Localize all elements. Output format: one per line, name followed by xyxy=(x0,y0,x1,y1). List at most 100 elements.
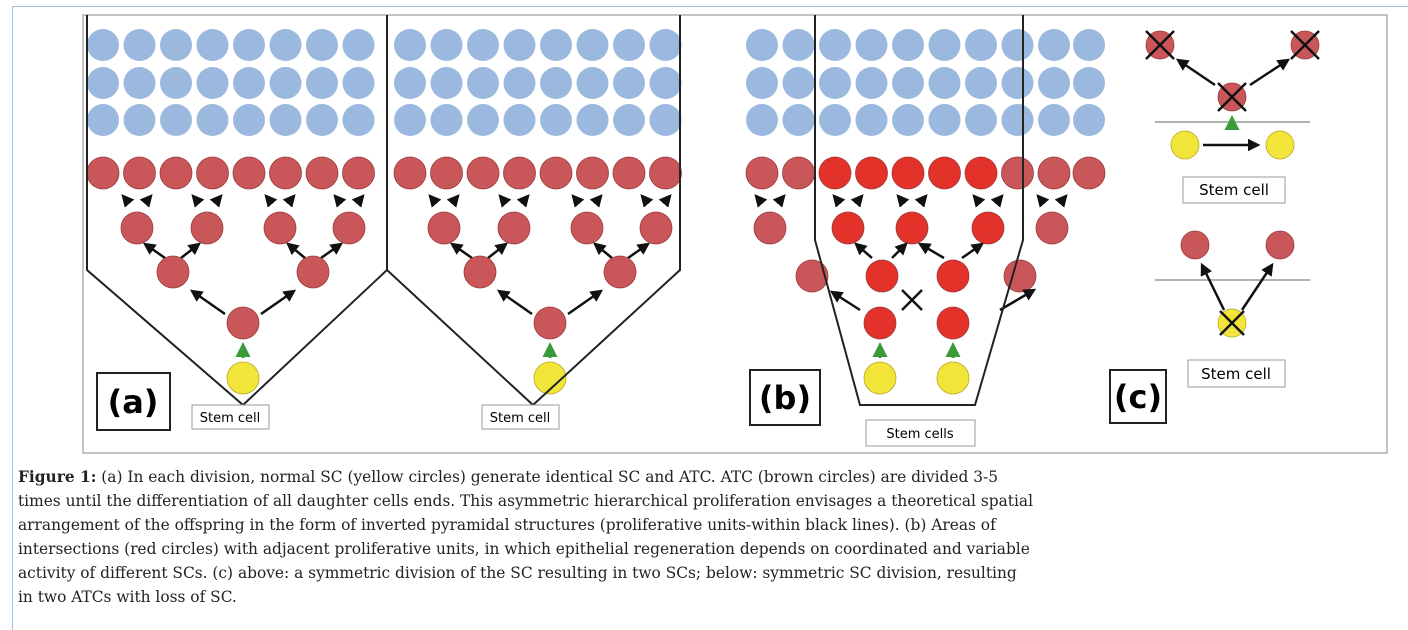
cell xyxy=(394,29,426,61)
cell xyxy=(1073,67,1105,99)
cell xyxy=(819,67,851,99)
cell xyxy=(467,29,499,61)
stem-label: Stem cell xyxy=(1201,365,1271,383)
cell xyxy=(796,260,828,292)
caption-line: activity of different SCs. (c) above: a … xyxy=(18,561,1033,585)
cell xyxy=(571,212,603,244)
cell xyxy=(394,104,426,136)
cell xyxy=(121,212,153,244)
cell xyxy=(783,67,815,99)
cell xyxy=(819,157,851,189)
cell xyxy=(783,29,815,61)
cell xyxy=(343,157,375,189)
cell xyxy=(937,260,969,292)
cell xyxy=(297,256,329,288)
cell xyxy=(937,307,969,339)
cell xyxy=(972,212,1004,244)
caption-text: arrangement of the offspring in the form… xyxy=(18,516,996,534)
cell xyxy=(856,29,888,61)
cell xyxy=(1002,157,1034,189)
caption-text: activity of different SCs. (c) above: a … xyxy=(18,564,1017,582)
cell xyxy=(783,104,815,136)
cell xyxy=(613,157,645,189)
cell xyxy=(431,67,463,99)
cell xyxy=(965,29,997,61)
cell xyxy=(577,29,609,61)
cell xyxy=(1266,231,1294,259)
cell xyxy=(233,67,265,99)
cell xyxy=(1181,231,1209,259)
cell xyxy=(746,67,778,99)
cell xyxy=(498,212,530,244)
cell xyxy=(1038,67,1070,99)
cell xyxy=(540,157,572,189)
cell xyxy=(197,104,229,136)
cell xyxy=(124,104,156,136)
cell xyxy=(233,157,265,189)
cell xyxy=(929,157,961,189)
cell xyxy=(428,212,460,244)
stem-label: Stem cell xyxy=(490,411,551,426)
cell xyxy=(343,67,375,99)
cell xyxy=(540,67,572,99)
cell xyxy=(233,29,265,61)
caption-line: intersections (red circles) with adjacen… xyxy=(18,537,1033,561)
caption-label: Figure 1: xyxy=(18,468,96,486)
cell xyxy=(1036,212,1068,244)
cell xyxy=(819,104,851,136)
cell xyxy=(1038,29,1070,61)
cell xyxy=(819,29,851,61)
cell xyxy=(504,157,536,189)
cell xyxy=(965,67,997,99)
cell xyxy=(866,260,898,292)
cell xyxy=(650,67,682,99)
cell xyxy=(1073,157,1105,189)
caption-line: arrangement of the offspring in the form… xyxy=(18,513,1033,537)
cell xyxy=(640,212,672,244)
cell xyxy=(87,29,119,61)
cell xyxy=(613,29,645,61)
cell xyxy=(1266,131,1294,159)
cell xyxy=(856,104,888,136)
cell xyxy=(892,29,924,61)
cell xyxy=(896,212,928,244)
cell xyxy=(270,29,302,61)
cell xyxy=(1038,157,1070,189)
cell xyxy=(929,29,961,61)
cell xyxy=(965,104,997,136)
cell xyxy=(540,104,572,136)
cell xyxy=(431,104,463,136)
cell xyxy=(124,157,156,189)
cell xyxy=(87,67,119,99)
cell xyxy=(264,212,296,244)
cell xyxy=(87,157,119,189)
stem-label: Stem cell xyxy=(200,411,261,426)
cell xyxy=(746,29,778,61)
cell xyxy=(783,157,815,189)
caption-line: times until the differentiation of all d… xyxy=(18,489,1033,513)
caption-line: Figure 1: (a) In each division, normal S… xyxy=(18,465,1033,489)
panel-label: (c) xyxy=(1114,378,1162,416)
cell xyxy=(467,104,499,136)
caption-line: in two ATCs with loss of SC. xyxy=(18,585,1033,609)
cell xyxy=(197,67,229,99)
caption-text: in two ATCs with loss of SC. xyxy=(18,588,237,606)
cell xyxy=(754,212,786,244)
panel-label: (b) xyxy=(759,379,811,417)
cell xyxy=(197,157,229,189)
cell xyxy=(856,157,888,189)
cell xyxy=(864,307,896,339)
cell xyxy=(227,307,259,339)
cell xyxy=(504,67,536,99)
cell xyxy=(160,67,192,99)
cell xyxy=(157,256,189,288)
cell xyxy=(577,104,609,136)
cell xyxy=(227,362,259,394)
caption-text: intersections (red circles) with adjacen… xyxy=(18,540,1030,558)
cell xyxy=(892,157,924,189)
cell xyxy=(650,29,682,61)
cell xyxy=(650,104,682,136)
cell xyxy=(394,157,426,189)
figure-caption: Figure 1: (a) In each division, normal S… xyxy=(18,465,1033,609)
cell xyxy=(467,157,499,189)
